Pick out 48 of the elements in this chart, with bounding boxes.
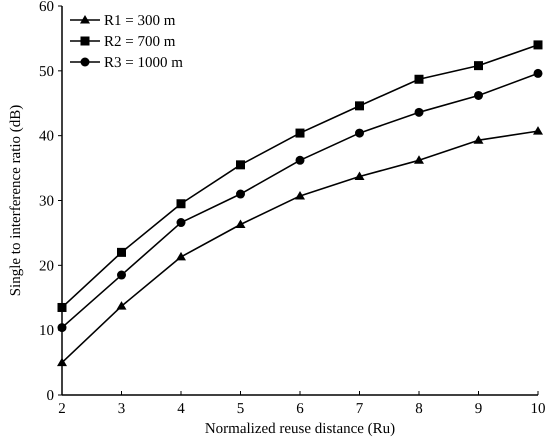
x-tick-label: 5 <box>236 401 244 417</box>
y-axis-title: Single to interference ratio (dB) <box>8 104 24 296</box>
point <box>296 128 304 138</box>
point <box>474 135 484 144</box>
x-tick-label: 4 <box>177 401 186 417</box>
point <box>414 155 424 164</box>
point <box>414 108 424 117</box>
point <box>176 252 186 260</box>
y-tick-label: 10 <box>39 323 54 340</box>
x-tick-label: 3 <box>118 401 126 417</box>
point <box>117 248 126 257</box>
y-tick-label: 60 <box>39 0 54 15</box>
x-axis-title: Normalized reuse distance (Ru) <box>204 421 396 437</box>
y-tick-label: 0 <box>46 388 54 404</box>
point <box>236 219 246 228</box>
y-tick-label: 20 <box>39 258 54 274</box>
point <box>534 40 542 50</box>
point <box>176 218 186 228</box>
point <box>176 199 186 208</box>
point <box>58 302 66 312</box>
point <box>296 156 304 165</box>
y-tick-label: 50 <box>39 64 54 80</box>
point <box>474 61 483 70</box>
x-tick-label: 7 <box>356 401 364 417</box>
point <box>116 301 126 310</box>
y-tick-label: 30 <box>39 194 54 210</box>
point <box>355 101 364 110</box>
legend-label: R3 = 1000 m <box>104 55 184 71</box>
point <box>295 190 305 200</box>
point <box>57 358 67 366</box>
x-tick-label: 8 <box>415 401 423 417</box>
point <box>236 160 245 170</box>
point <box>534 68 542 78</box>
legend-label: R1 = 300 m <box>104 13 176 29</box>
point <box>236 190 245 199</box>
x-tick-label: 6 <box>296 401 304 417</box>
point <box>58 323 66 332</box>
legend-label: R2 = 700 m <box>104 34 176 50</box>
point <box>117 270 126 280</box>
point <box>533 126 543 135</box>
y-tick-label: 40 <box>39 128 54 145</box>
x-tick-label: 9 <box>474 401 482 417</box>
x-tick-label: 2 <box>58 401 66 417</box>
point <box>474 90 483 100</box>
point <box>414 74 424 84</box>
point <box>355 128 364 138</box>
point <box>354 172 364 180</box>
x-tick-label: 10 <box>530 401 546 417</box>
